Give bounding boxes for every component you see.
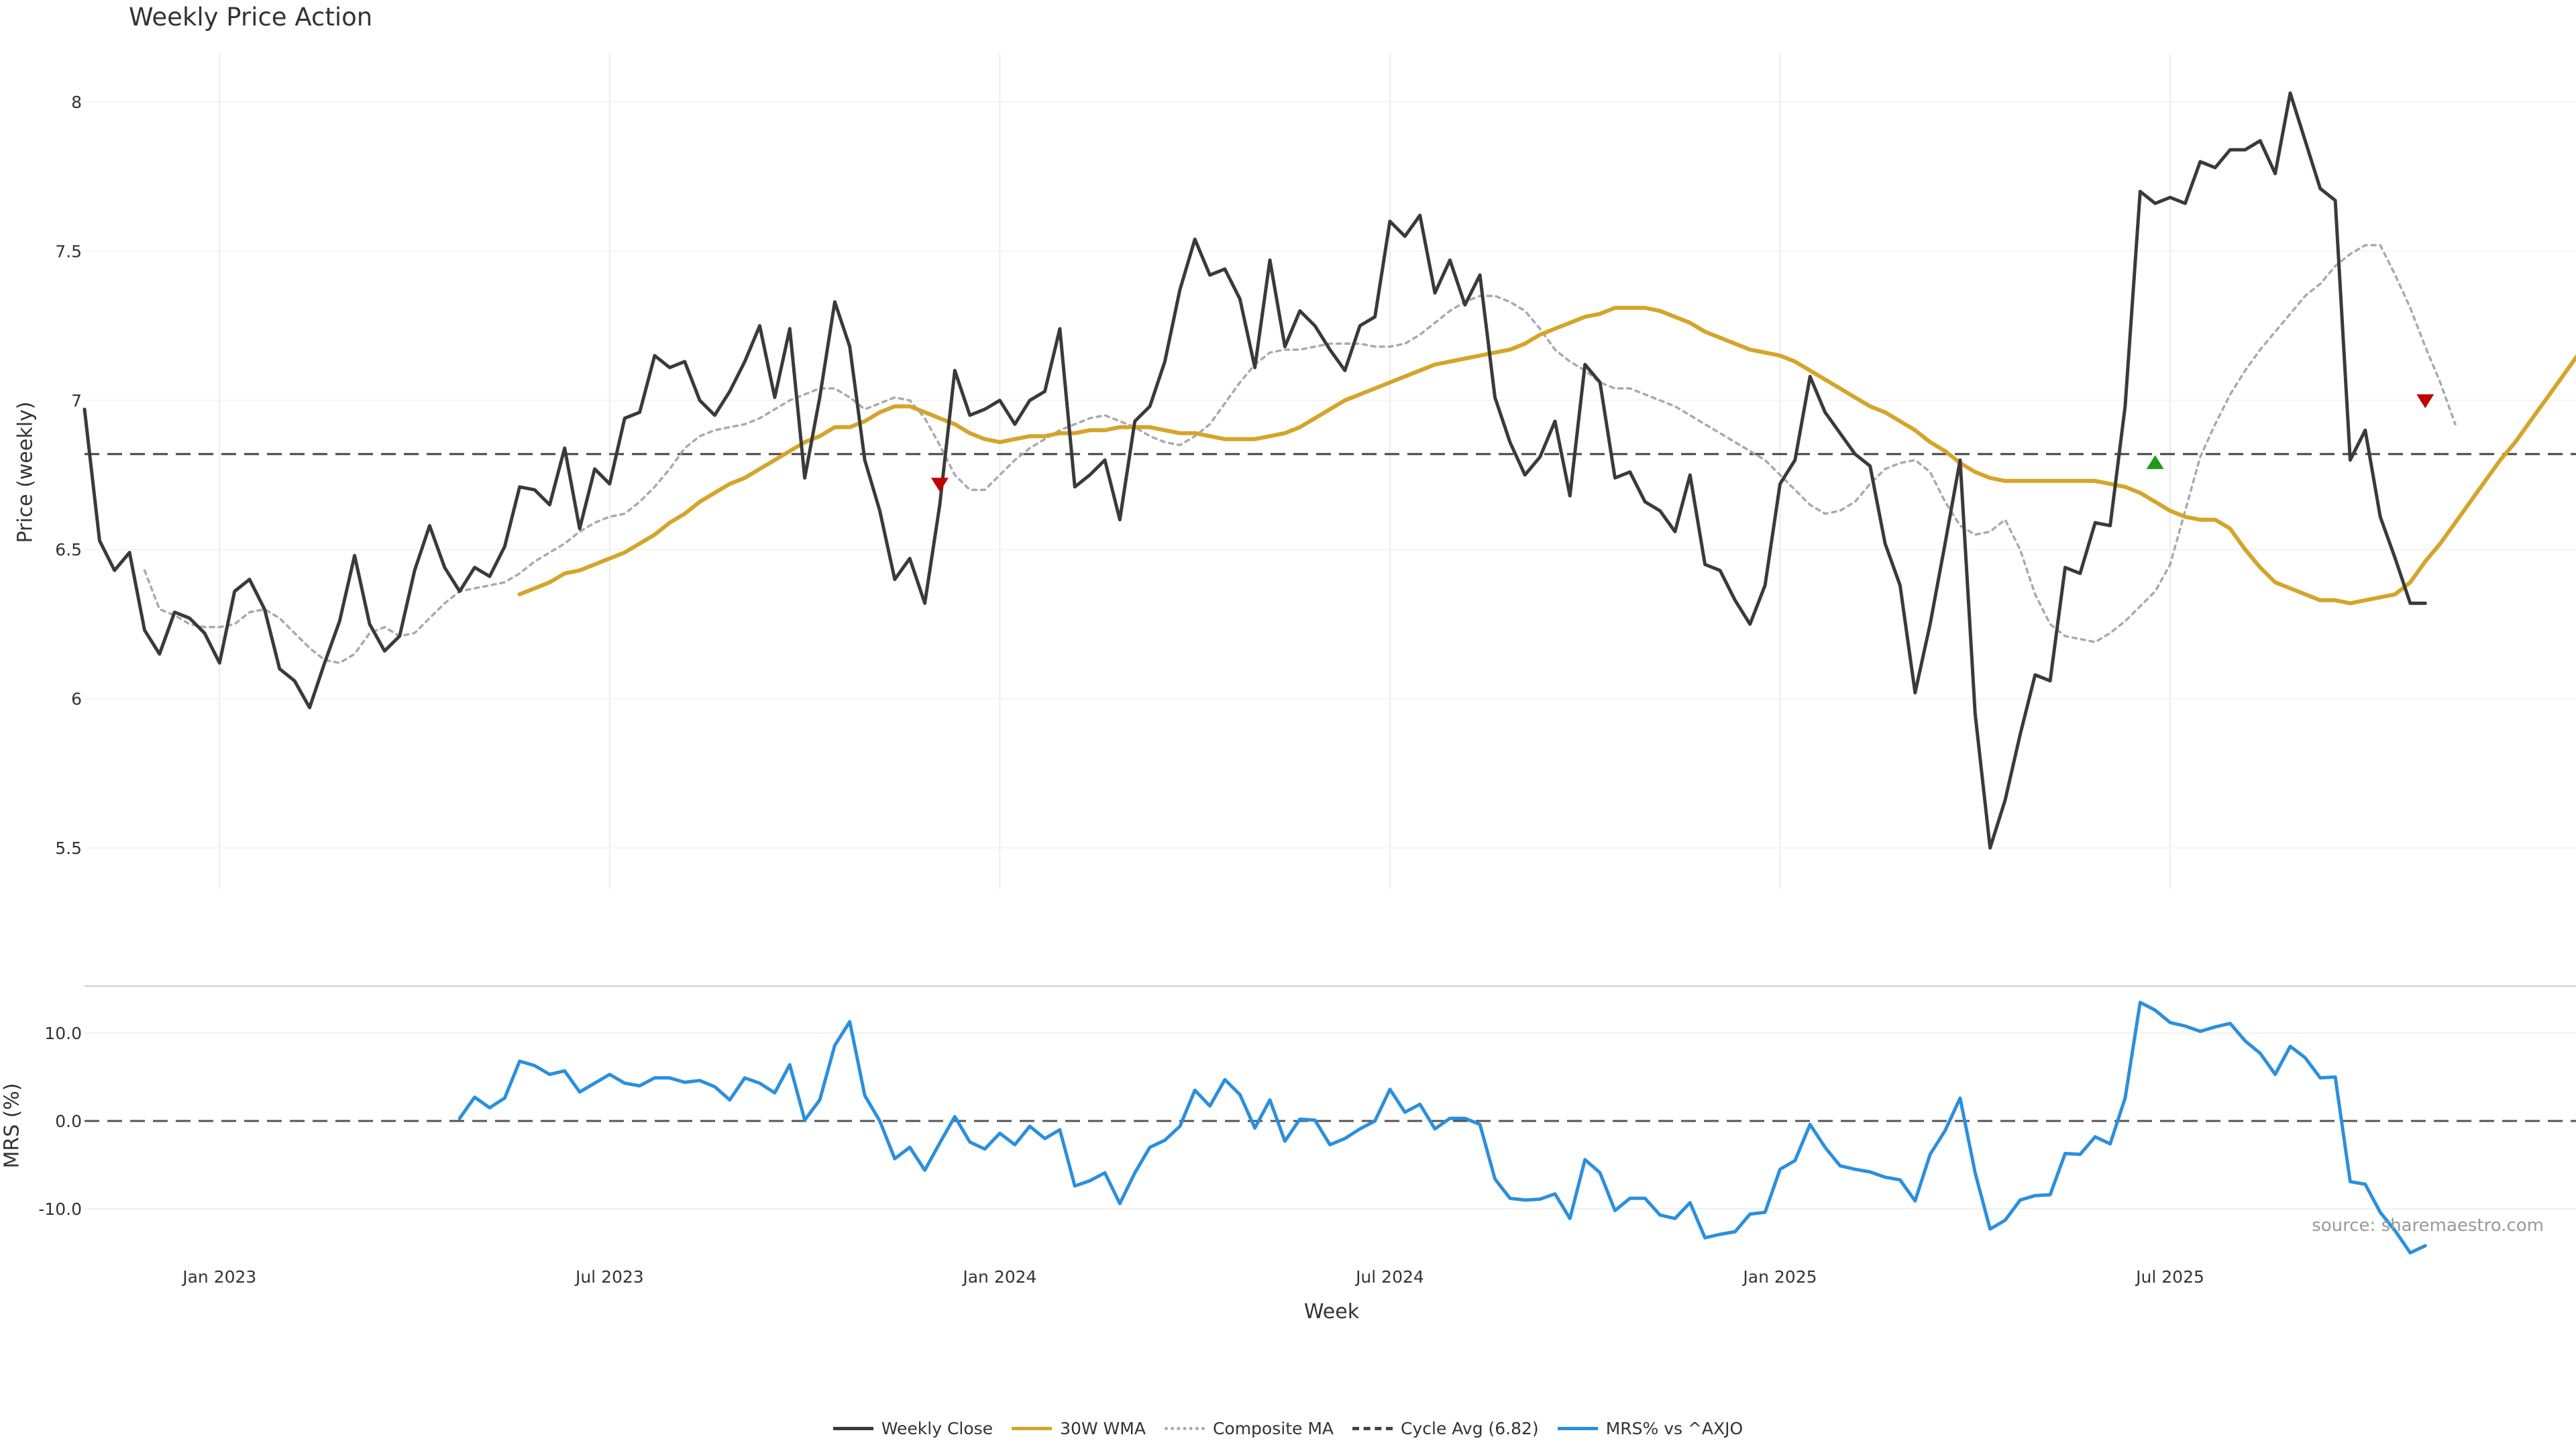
chart-title: Weekly Price Action <box>129 3 373 32</box>
legend-swatch <box>1012 1427 1053 1430</box>
buy-signal-marker <box>2146 455 2164 470</box>
legend-swatch <box>1164 1427 1205 1430</box>
price-y-tick-label: 7.5 <box>55 241 82 261</box>
legend-label: Weekly Close <box>881 1419 994 1438</box>
mrs-panel: 10.0 0.0 -10.0 <box>38 1000 2576 1254</box>
legend: Weekly Close 30W WMA Composite MA Cycle Avg… <box>0 1419 2576 1438</box>
mrs-y-tick-label: 0.0 <box>55 1112 82 1131</box>
grid-lines <box>85 54 2576 1210</box>
legend-item: MRS% vs ^AXJO <box>1557 1419 1743 1438</box>
legend-item: Composite MA <box>1164 1419 1334 1438</box>
legend-swatch <box>1352 1427 1393 1430</box>
x-tick-label: Jul 2024 <box>1354 1267 1424 1287</box>
price-y-tick-label: 5.5 <box>55 839 82 858</box>
weekly-close-line <box>83 91 2427 850</box>
price-y-tick-label: 7 <box>71 391 82 411</box>
source-credit: source: sharemaestro.com <box>2312 1216 2544 1236</box>
x-axis-label: Week <box>1303 1300 1360 1324</box>
mrs-y-tick-label: 10.0 <box>44 1024 82 1043</box>
sell-signal-marker <box>2416 394 2434 409</box>
wma-30w-line <box>517 305 2576 606</box>
price-panel: 8 7.5 7 6.5 6 5.5 <box>55 91 2576 858</box>
mrs-y-tick-label: -10.0 <box>38 1199 82 1219</box>
legend-swatch <box>1557 1427 1598 1430</box>
x-tick-label: Jan 2023 <box>181 1267 256 1287</box>
legend-label: 30W WMA <box>1060 1419 1146 1438</box>
sell-signal-marker <box>930 478 949 492</box>
x-tick-label: Jan 2024 <box>961 1267 1036 1287</box>
price-y-tick-label: 6 <box>71 690 82 709</box>
legend-item: Weekly Close <box>833 1419 993 1438</box>
x-tick-label: Jan 2025 <box>1741 1267 1817 1287</box>
x-tick-label: Jul 2025 <box>2135 1267 2204 1287</box>
legend-label: Cycle Avg (6.82) <box>1401 1419 1539 1438</box>
price-y-tick-label: 6.5 <box>55 540 82 559</box>
x-tick-label: Jul 2023 <box>574 1267 644 1287</box>
legend-item: Cycle Avg (6.82) <box>1352 1419 1539 1438</box>
price-y-tick-label: 8 <box>71 93 82 112</box>
mrs-line <box>458 1000 2427 1254</box>
legend-label: Composite MA <box>1212 1419 1334 1438</box>
legend-label: MRS% vs ^AXJO <box>1605 1419 1743 1438</box>
composite-ma-line <box>143 244 2457 664</box>
legend-swatch <box>833 1427 873 1430</box>
x-tick-labels: Jan 2023 Jul 2023 Jan 2024 Jul 2024 Jan 2025… <box>181 1267 2204 1287</box>
legend-item: 30W WMA <box>1012 1419 1146 1438</box>
